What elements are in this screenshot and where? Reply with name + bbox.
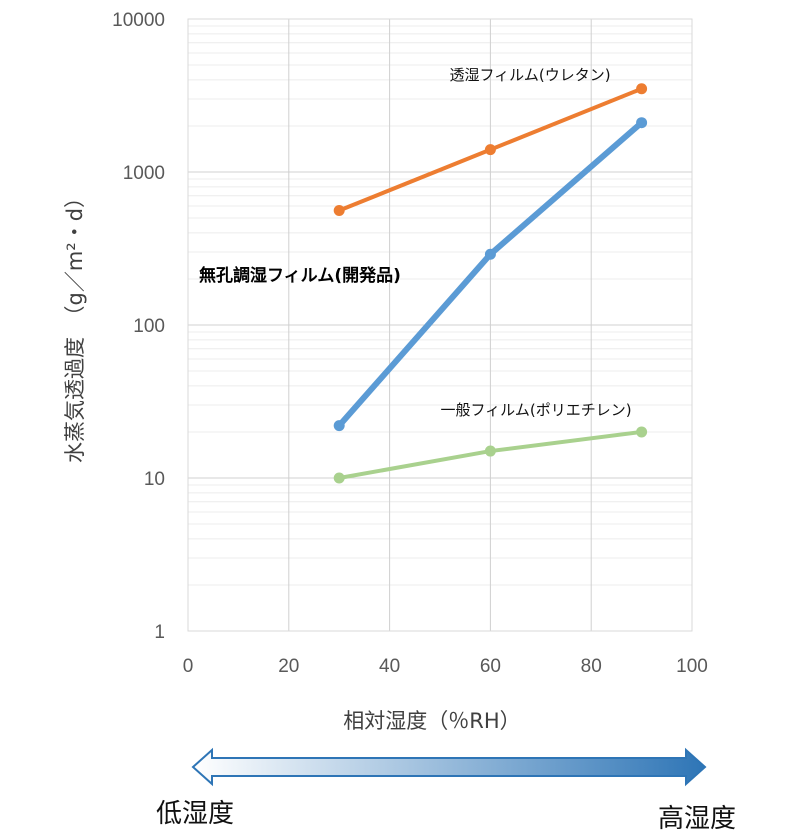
x-tick-label: 20 [278,656,299,677]
minor-gridlines [188,25,692,586]
y-tick-label: 1 [154,622,165,643]
series-label-polyethylene: 一般フィルム(ポリエチレン) [440,401,631,419]
y-axis-ticks: 1 10 100 1000 10000 [112,10,165,643]
y-tick-label: 100 [133,316,165,337]
data-point [484,248,496,260]
low-humidity-label: 低湿度 [156,799,234,829]
x-tick-label: 60 [480,656,501,677]
plot-border [187,18,693,632]
x-axis-title: 相対湿度（％RH） [343,709,520,733]
data-point [636,426,648,438]
plot-area [187,18,693,632]
data-point [636,83,648,95]
x-tick-label: 100 [676,656,708,677]
data-point [333,420,345,432]
data-point [484,445,496,457]
y-tick-label: 1000 [123,163,165,184]
y-tick-label: 10000 [112,10,165,31]
data-point [333,205,345,217]
x-tick-label: 0 [183,656,194,677]
y-axis-title: 水蒸気透過度 （g／m²・d） [63,187,87,463]
data-point [484,144,496,156]
humidity-double-arrow [191,747,707,787]
x-tick-label: 80 [581,656,602,677]
y-tick-label: 10 [144,469,165,490]
x-axis-ticks: 0 20 40 60 80 100 [183,656,708,677]
series-layer [333,83,648,484]
data-point [636,117,648,129]
series-label-developed: 無孔調湿フィルム(開発品) [199,265,401,286]
high-humidity-label: 高湿度 [658,804,736,834]
data-point [333,472,345,484]
series-label-urethane: 透湿フィルム(ウレタン) [449,66,610,84]
x-tick-label: 40 [379,656,400,677]
